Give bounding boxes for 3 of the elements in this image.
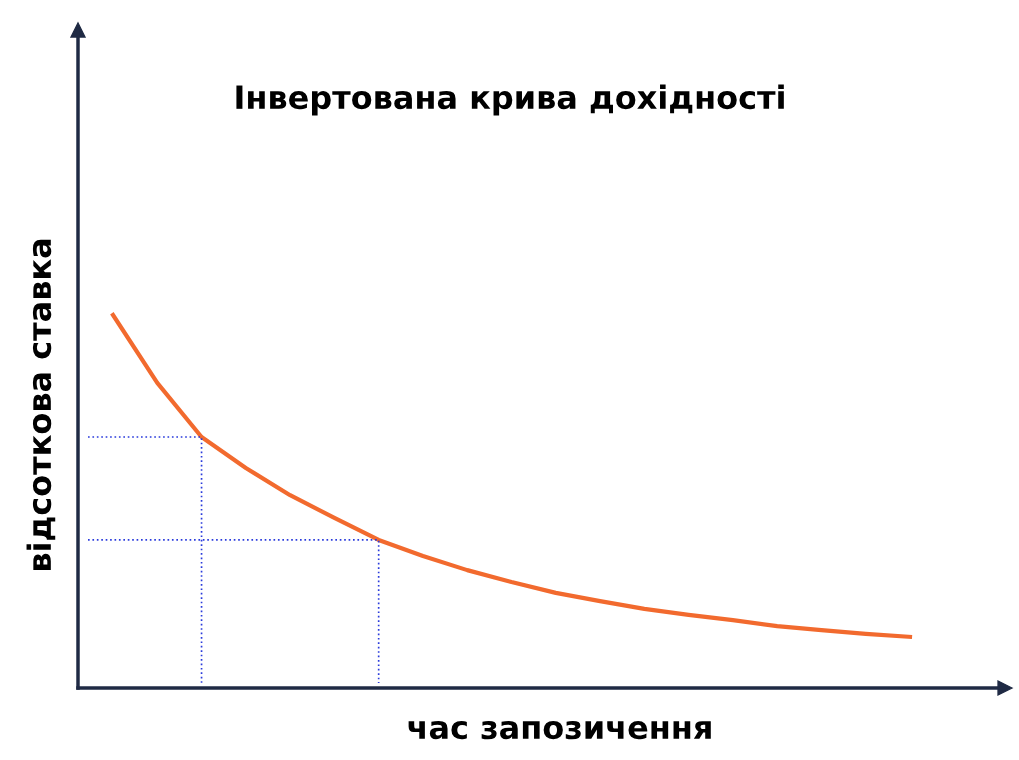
x-axis-title: час запозичення: [408, 720, 711, 740]
y-axis-title: відсоткова ставка: [26, 239, 56, 570]
chart-title: Інвертована крива дохідності: [236, 84, 784, 116]
